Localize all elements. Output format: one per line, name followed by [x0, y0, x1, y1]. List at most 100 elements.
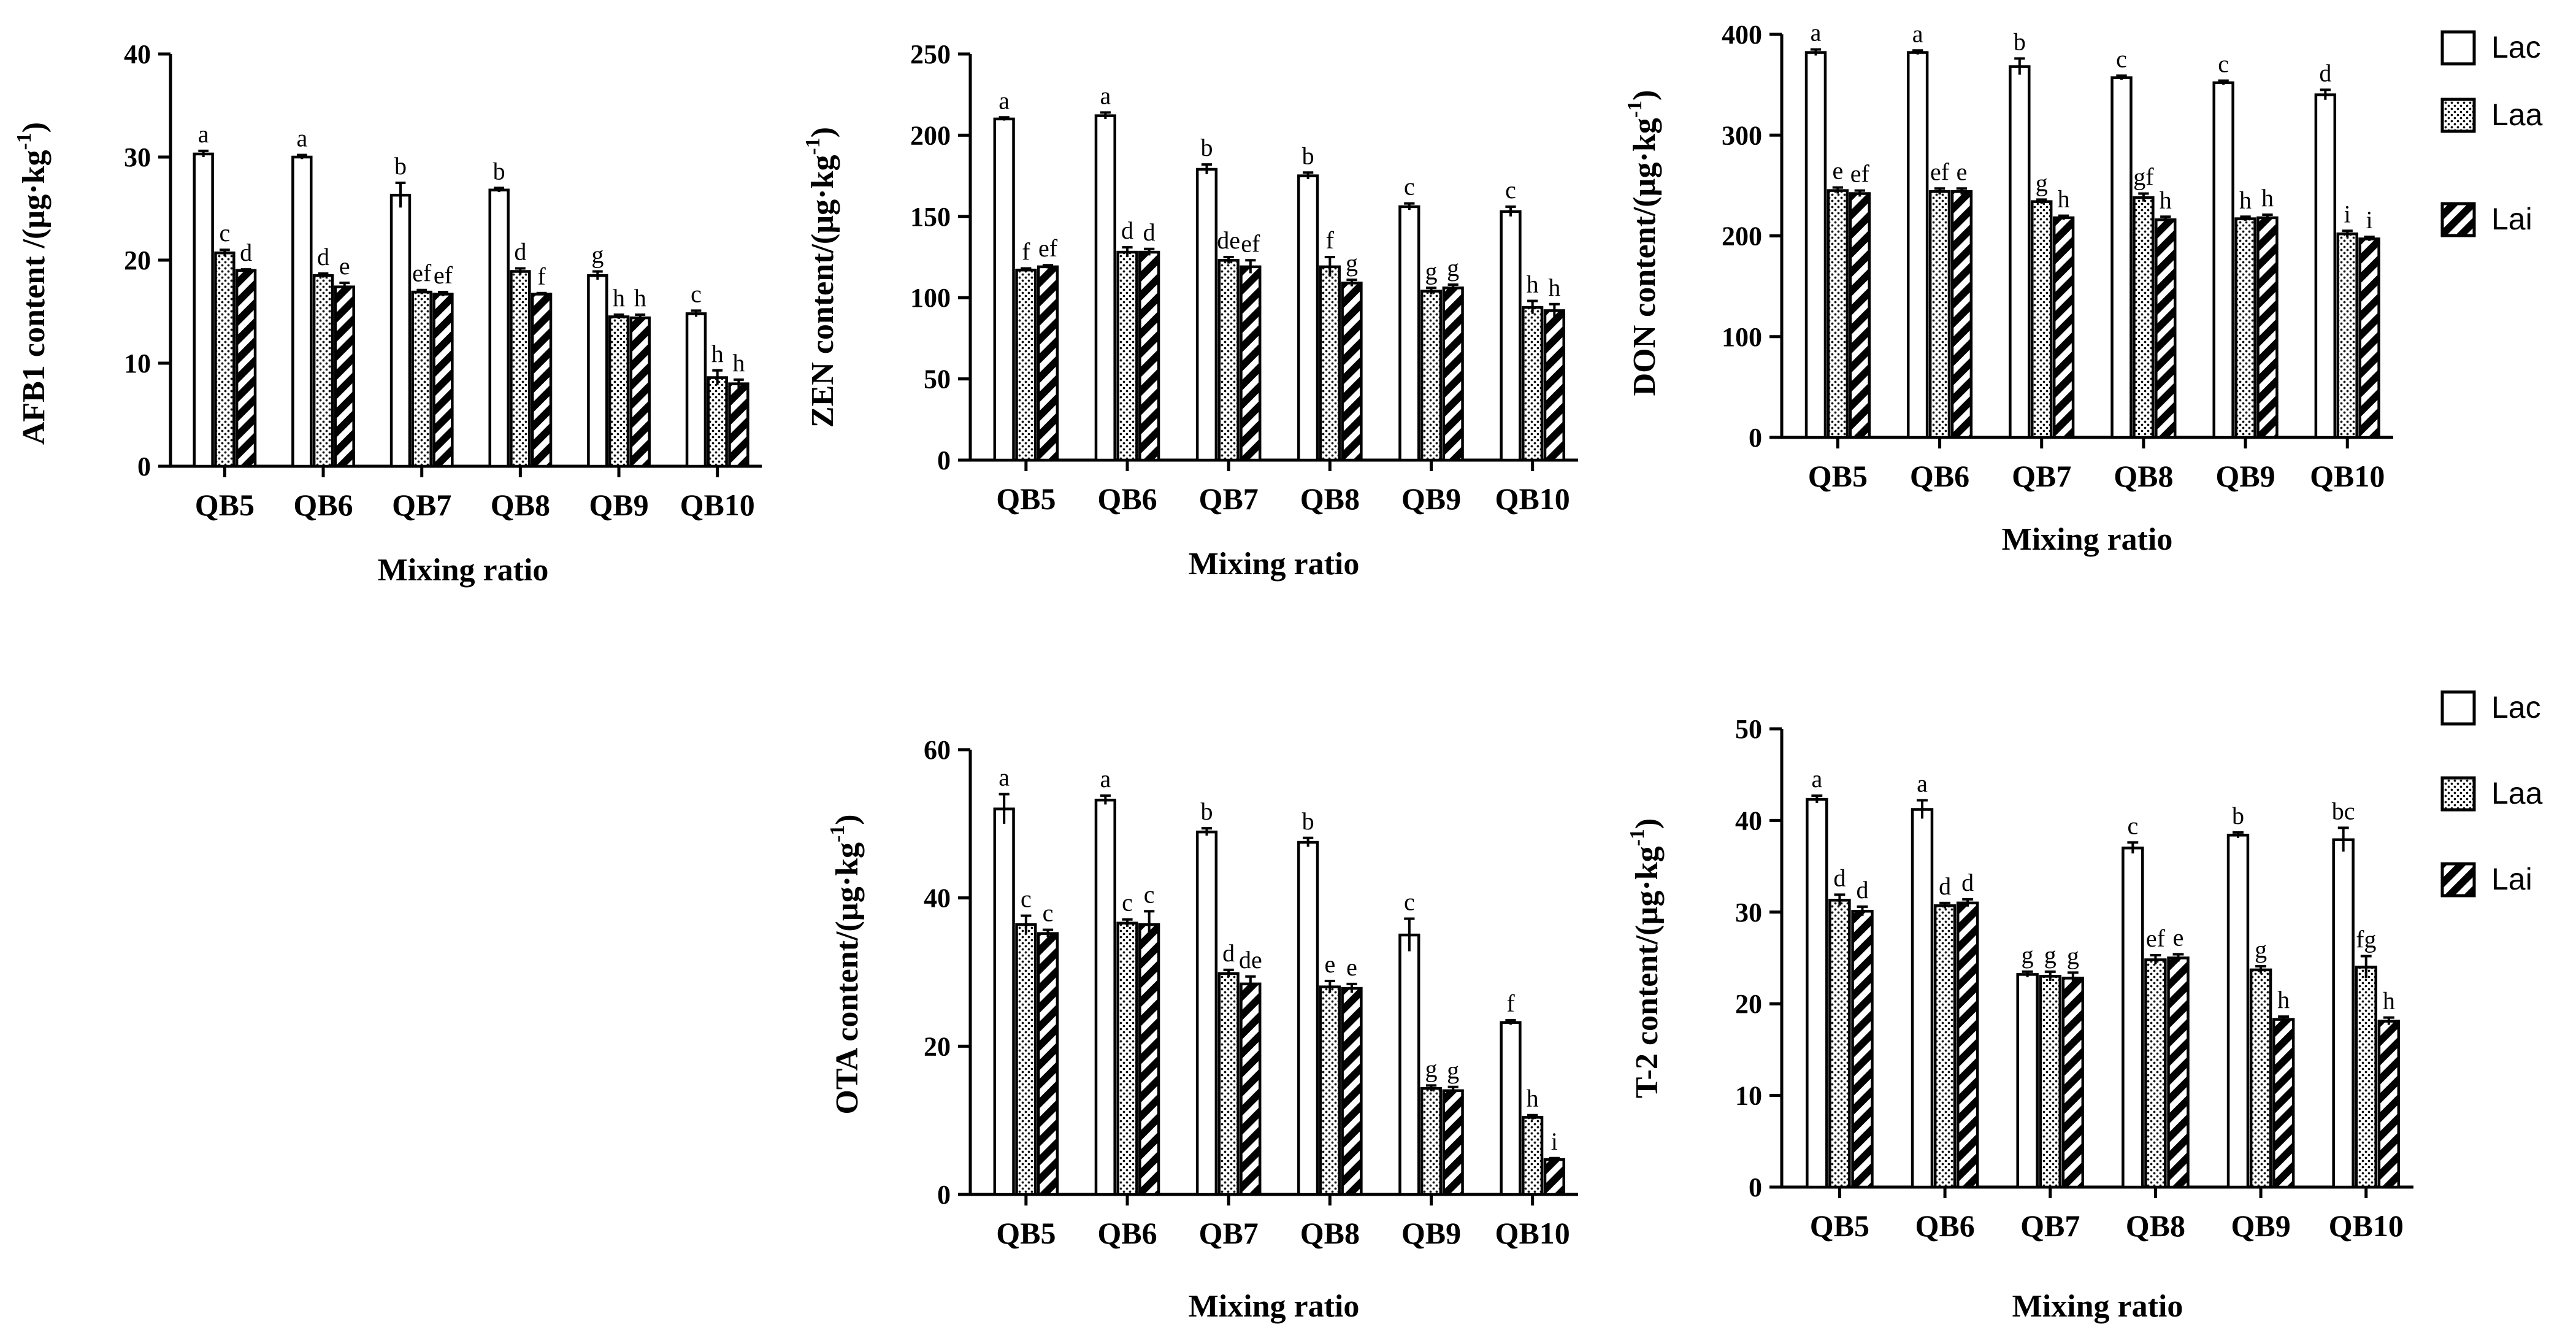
y-tick-label: 30: [1735, 898, 1762, 928]
xlabel-ota: Mixing ratio: [1189, 1289, 1360, 1324]
significance-label: g: [1425, 257, 1438, 285]
bar-lac: [1094, 798, 1116, 1196]
significance-label: d: [1143, 218, 1156, 246]
category-label: QB7: [2020, 1209, 2080, 1243]
category-label: QB8: [2126, 1209, 2185, 1243]
significance-label: b: [493, 157, 505, 185]
y-tick-label: 100: [1722, 322, 1762, 352]
significance-label: i: [1551, 1128, 1558, 1155]
significance-label: a: [1917, 770, 1928, 798]
y-tick-label: 250: [910, 39, 951, 69]
category-label: QB8: [1300, 1216, 1360, 1250]
bar-lac: [1500, 210, 1522, 462]
panel-don: DON content/(µg·kg-1) Mixing ratio 0 100 2…: [1623, 19, 2393, 557]
ylabel-ota: OTA content/(µg·kg-1): [826, 814, 865, 1114]
significance-label: h: [2383, 987, 2395, 1015]
significance-label: c: [1505, 176, 1516, 204]
significance-label: c: [1122, 889, 1133, 917]
bar-lac: [2016, 973, 2039, 1189]
bar-lai: [1037, 932, 1059, 1196]
significance-label: c: [1404, 888, 1415, 916]
bar-lac: [1094, 114, 1116, 462]
bar-lai: [2167, 956, 2190, 1189]
bar-laa: [312, 274, 334, 468]
significance-label: g: [2022, 941, 2034, 969]
significance-label: d: [514, 237, 526, 265]
bar-lai: [235, 269, 257, 468]
significance-label: d: [1939, 872, 1951, 900]
legend-label-lac: Lac: [2491, 30, 2541, 64]
significance-label: c: [1021, 885, 1032, 913]
significance-label: g: [2067, 942, 2079, 969]
significance-label: g: [2044, 941, 2057, 969]
bar-laa: [1828, 899, 1851, 1189]
significance-label: e: [1346, 953, 1357, 981]
xlabel-don: Mixing ratio: [2002, 522, 2173, 557]
significance-label: d: [1222, 939, 1235, 967]
category-label: QB10: [2310, 459, 2385, 493]
y-tick-label: 50: [924, 364, 951, 394]
significance-label: c: [1144, 880, 1155, 908]
significance-label: e: [2173, 924, 2184, 952]
bar-lai: [728, 382, 749, 468]
significance-label: gf: [2133, 163, 2154, 191]
bar-laa: [1217, 259, 1240, 462]
bar-laa: [2355, 966, 2377, 1189]
bar-lai: [2272, 1018, 2295, 1189]
bar-laa: [2234, 217, 2256, 439]
significance-label: f: [1506, 990, 1515, 1017]
y-tick-label: 0: [937, 445, 951, 475]
significance-label: d: [1121, 217, 1133, 244]
bar-laa: [1933, 904, 1957, 1189]
bar-lai: [2256, 216, 2279, 439]
bar-laa: [1015, 268, 1037, 462]
category-label: QB5: [996, 1216, 1056, 1250]
significance-label: de: [1217, 226, 1240, 254]
category-label: QB5: [1808, 459, 1868, 493]
bar-laa: [1522, 306, 1544, 462]
bar-lac: [1911, 808, 1934, 1189]
bar-lai: [1442, 1089, 1464, 1196]
legend-label-lai: Lai: [2491, 202, 2532, 236]
significance-label: bc: [2332, 797, 2355, 825]
bar-lai: [2061, 977, 2085, 1189]
bar-lai: [1341, 986, 1363, 1196]
bar-lac: [1195, 830, 1218, 1196]
significance-label: h: [634, 284, 646, 312]
bar-laa: [1319, 265, 1341, 462]
bar-laa: [1420, 1086, 1443, 1196]
y-tick-label: 200: [1722, 221, 1762, 252]
significance-label: b: [1302, 807, 1314, 835]
significance-label: b: [1302, 142, 1314, 169]
bar-lai: [1240, 265, 1262, 462]
significance-label: a: [1912, 20, 1923, 47]
significance-label: h: [2277, 986, 2290, 1013]
bar-laa: [707, 376, 728, 468]
significance-label: ef: [1241, 229, 1260, 257]
category-label: QB9: [2231, 1209, 2290, 1243]
category-label: QB6: [1915, 1209, 1974, 1243]
significance-label: ef: [434, 261, 453, 289]
y-tick-label: 0: [1749, 423, 1762, 453]
panel-afb1: AFB1 content /(µg·kg-1) Mixing ratio 0 10…: [13, 39, 762, 588]
y-tick-label: 20: [924, 1031, 951, 1061]
bar-lac: [1398, 205, 1420, 462]
bar-lai: [334, 285, 355, 468]
bar-lai: [2052, 216, 2075, 439]
significance-label: d: [1856, 876, 1868, 904]
bar-laa: [1420, 290, 1443, 462]
legend-bottom: Lac Laa Lai: [2440, 690, 2543, 898]
bar-lai: [1240, 982, 1262, 1196]
significance-label: ef: [1930, 158, 1950, 185]
bar-laa: [1015, 923, 1037, 1196]
bar-laa: [1319, 985, 1341, 1196]
y-tick-label: 300: [1722, 120, 1762, 150]
y-tick-label: 400: [1722, 20, 1762, 50]
bar-lac: [1195, 167, 1218, 462]
significance-label: g: [2036, 169, 2048, 196]
significance-label: g: [591, 240, 604, 268]
category-label: QB9: [2215, 459, 2275, 493]
significance-label: g: [1425, 1055, 1438, 1082]
category-label: QB10: [2329, 1209, 2404, 1243]
ylabel-zen: ZEN content/(µg·kg-1): [802, 127, 840, 428]
